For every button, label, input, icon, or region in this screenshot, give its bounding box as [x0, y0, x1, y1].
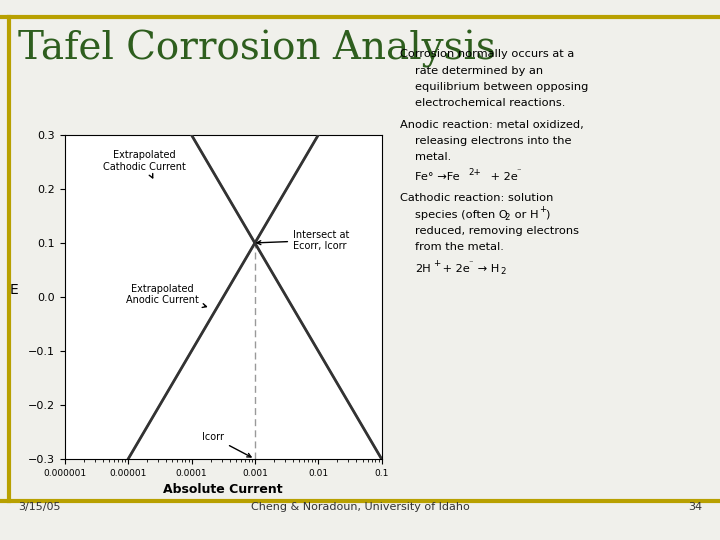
Text: ⁻: ⁻: [469, 259, 473, 268]
Text: 2H: 2H: [415, 264, 431, 274]
Text: ⁻: ⁻: [516, 167, 521, 177]
Text: releasing electrons into the: releasing electrons into the: [415, 136, 572, 146]
Text: 2+: 2+: [469, 168, 482, 178]
Text: +: +: [433, 259, 440, 268]
Text: reduced, removing electrons: reduced, removing electrons: [415, 226, 580, 236]
Text: Cathodic reaction: solution: Cathodic reaction: solution: [400, 193, 553, 204]
Text: electrochemical reactions.: electrochemical reactions.: [415, 98, 566, 109]
Text: 3/15/05: 3/15/05: [18, 502, 60, 512]
Text: rate determined by an: rate determined by an: [415, 66, 544, 76]
Text: + 2e: + 2e: [487, 172, 518, 182]
Text: equilibrium between opposing: equilibrium between opposing: [415, 82, 589, 92]
X-axis label: Absolute Current: Absolute Current: [163, 483, 283, 496]
Text: + 2e: + 2e: [439, 264, 470, 274]
Text: Cheng & Noradoun, University of Idaho: Cheng & Noradoun, University of Idaho: [251, 502, 469, 512]
Text: ): ): [545, 210, 549, 220]
Text: Intersect at
Ecorr, Icorr: Intersect at Ecorr, Icorr: [257, 230, 349, 251]
Text: 2: 2: [500, 267, 506, 276]
Text: Tafel Corrosion Analysis: Tafel Corrosion Analysis: [18, 30, 496, 68]
Text: Fe° →Fe: Fe° →Fe: [415, 172, 460, 182]
Text: → H: → H: [474, 264, 500, 274]
Text: species (often O: species (often O: [415, 210, 508, 220]
Text: metal.: metal.: [415, 152, 451, 163]
Text: from the metal.: from the metal.: [415, 242, 504, 252]
Text: Extrapolated
Anodic Current: Extrapolated Anodic Current: [126, 284, 207, 307]
Text: 2: 2: [505, 213, 510, 222]
Text: 34: 34: [688, 502, 702, 512]
Y-axis label: E: E: [9, 283, 19, 297]
Text: Icorr: Icorr: [202, 432, 251, 457]
Text: Anodic reaction: metal oxidized,: Anodic reaction: metal oxidized,: [400, 120, 583, 130]
Text: Corrosion normally occurs at a: Corrosion normally occurs at a: [400, 49, 574, 59]
Text: or H: or H: [511, 210, 539, 220]
Text: +: +: [539, 205, 546, 214]
Text: Extrapolated
Cathodic Current: Extrapolated Cathodic Current: [103, 150, 186, 178]
